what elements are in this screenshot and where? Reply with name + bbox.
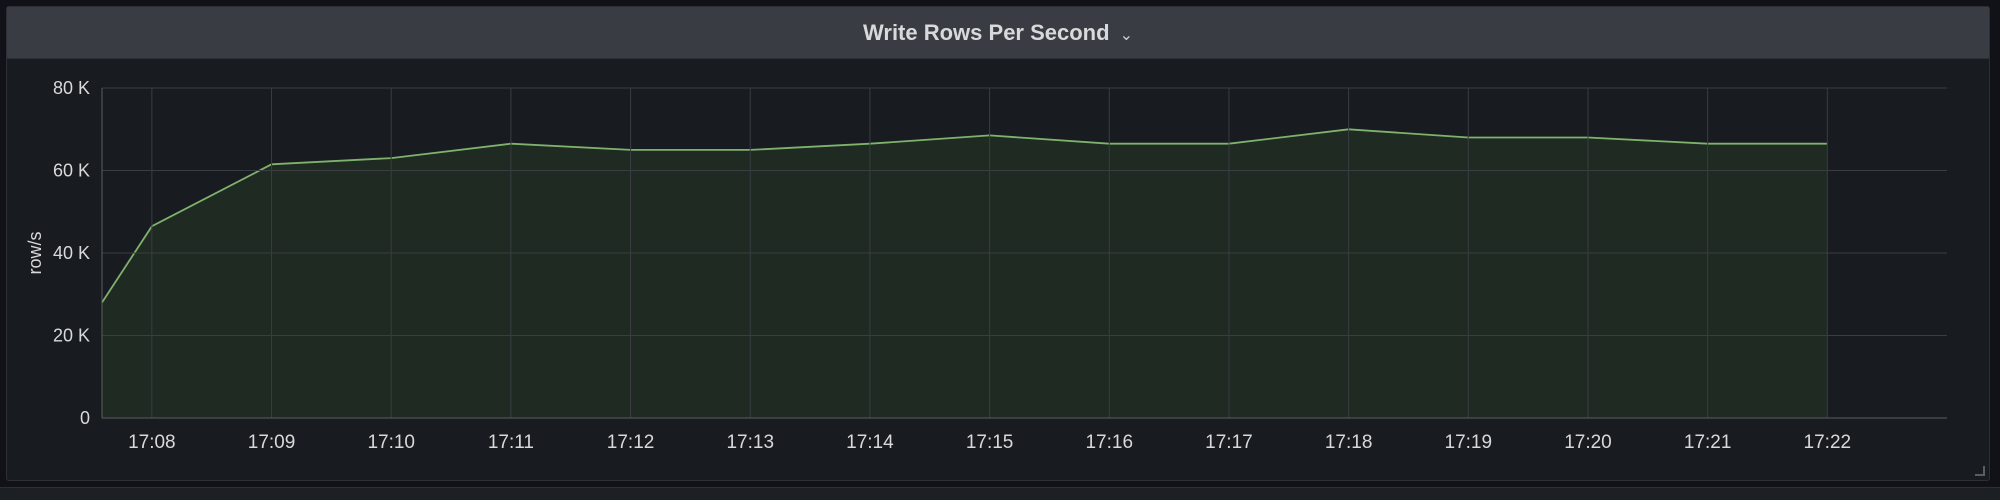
y-tick-label: 40 K <box>53 243 90 263</box>
resize-handle[interactable] <box>1975 466 1985 476</box>
y-tick-label: 20 K <box>53 326 90 346</box>
x-tick-label: 17:13 <box>726 432 774 453</box>
y-tick-label: 0 <box>80 408 90 428</box>
x-tick-label: 17:11 <box>488 432 534 453</box>
y-tick-label: 80 K <box>53 78 90 98</box>
chevron-down-icon[interactable]: ⌄ <box>1119 26 1133 44</box>
chart-panel: Write Rows Per Second ⌄ 0 20 K 40 K 60 K 80 … <box>6 6 1990 481</box>
y-axis-label: row/s <box>25 231 45 274</box>
panel-header[interactable]: Write Rows Per Second ⌄ <box>7 7 1989 59</box>
x-tick-label: 17:21 <box>1684 432 1732 453</box>
x-tick-label: 17:20 <box>1564 432 1612 453</box>
series-area <box>102 129 1828 419</box>
x-tick-label: 17:08 <box>128 432 176 453</box>
panel-title[interactable]: Write Rows Per Second <box>863 19 1110 45</box>
x-tick-label: 17:12 <box>607 432 655 453</box>
x-tick-label: 17:10 <box>367 432 415 453</box>
y-tick-label: 60 K <box>53 161 90 181</box>
chart-svg: 0 20 K 40 K 60 K 80 K 17:08 17:09 17:10 17:11 17:… <box>25 78 1947 453</box>
x-tick-label: 17:22 <box>1804 432 1852 453</box>
x-tick-label: 17:15 <box>966 432 1014 453</box>
x-tick-label: 17:09 <box>248 432 296 453</box>
x-tick-label: 17:16 <box>1085 432 1133 453</box>
series-line <box>101 128 1828 303</box>
next-panel-edge <box>0 487 2000 500</box>
x-tick-label: 17:14 <box>846 432 894 453</box>
x-tick-label: 17:17 <box>1205 432 1253 453</box>
x-tick-label: 17:19 <box>1445 432 1493 453</box>
x-tick-label: 17:18 <box>1325 432 1373 453</box>
